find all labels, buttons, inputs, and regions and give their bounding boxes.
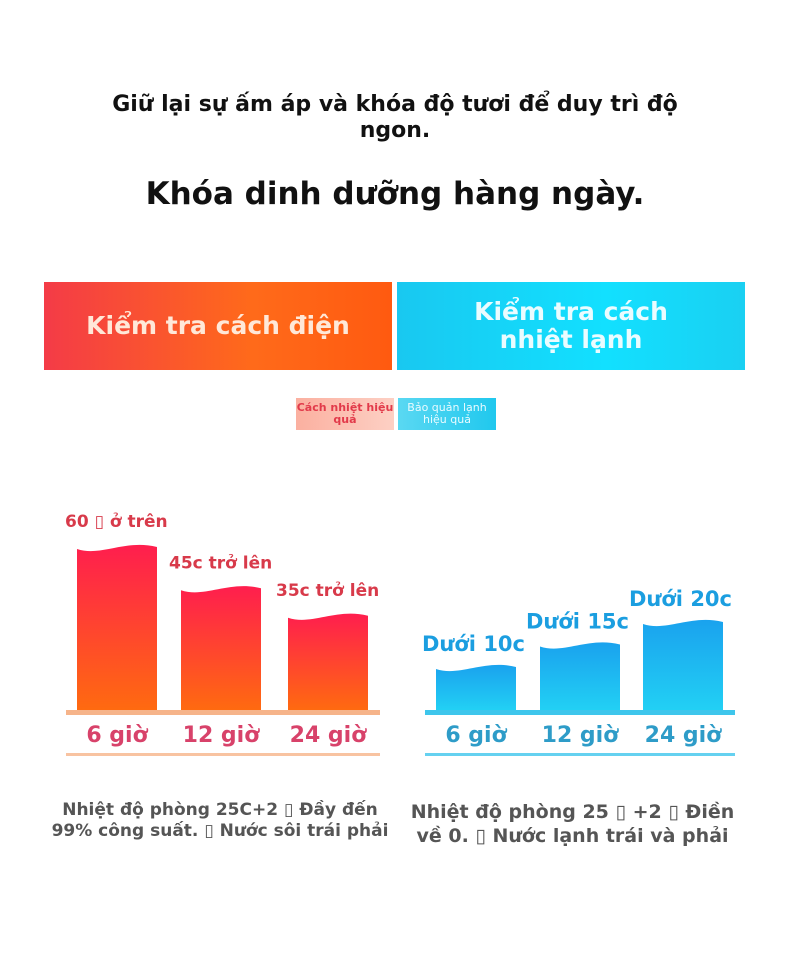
cold-category-label: 6 giờ xyxy=(445,723,507,748)
cold-baseline xyxy=(425,710,735,715)
cold-category-label: 12 giờ xyxy=(542,723,620,748)
tag-effective-insulation: Cách nhiệt hiệu quả xyxy=(296,398,394,430)
header-insulation-test: Kiểm tra cách điện xyxy=(44,282,392,370)
note-hot: Nhiệt độ phòng 25C+2 ▯ Đầy đến 99% công … xyxy=(51,800,389,841)
hot-bottom-line xyxy=(66,753,380,756)
hot-category-label: 12 giờ xyxy=(183,723,261,748)
cold-category-label: 24 giờ xyxy=(645,723,723,748)
bar-charts: 60 ▯ ở trên 6 giờ 45c trở lên 12 giờ 35c trở… xyxy=(65,512,735,756)
cold-bar xyxy=(436,664,516,710)
hot-category-label: 24 giờ xyxy=(290,723,368,748)
cold-data-label: Dưới 10c xyxy=(422,632,525,656)
tag-effective-cold-storage: Bảo quản lạnh hiệu quả xyxy=(398,398,496,430)
cold-data-label: Dưới 20c xyxy=(629,587,732,611)
cold-data-label: Dưới 15c xyxy=(526,610,629,634)
hot-bar xyxy=(181,586,261,710)
note-cold: Nhiệt độ phòng 25 ▯ +2 ▯ Điền về 0. ▯ Nư… xyxy=(410,801,735,847)
header-cold-insulation-test: Kiểm tra cách nhiệt lạnh xyxy=(397,282,745,370)
cold-bar xyxy=(643,619,723,710)
hot-data-label: 45c trở lên xyxy=(169,553,272,573)
hot-baseline xyxy=(66,710,380,715)
hot-bar xyxy=(288,613,368,710)
hot-category-label: 6 giờ xyxy=(86,723,148,748)
hot-data-label: 35c trở lên xyxy=(276,581,379,601)
heading-line1: Giữ lại sự ấm áp và khóa độ tươi để duy … xyxy=(112,92,678,143)
heading-line2: Khóa dinh dưỡng hàng ngày. xyxy=(145,176,645,212)
hot-bar xyxy=(77,544,157,710)
cold-bottom-line xyxy=(425,753,735,756)
cold-bar xyxy=(540,642,620,710)
hot-data-label: 60 ▯ ở trên xyxy=(65,512,168,532)
